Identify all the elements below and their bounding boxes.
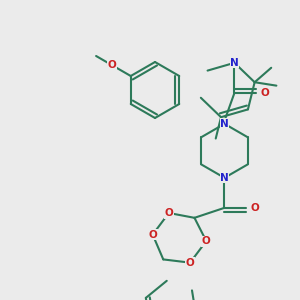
Text: O: O bbox=[186, 258, 194, 268]
Text: O: O bbox=[107, 60, 116, 70]
Text: N: N bbox=[220, 173, 229, 183]
Text: O: O bbox=[202, 236, 211, 246]
Text: O: O bbox=[250, 203, 259, 213]
Text: O: O bbox=[260, 88, 269, 98]
Text: O: O bbox=[164, 208, 173, 218]
Text: O: O bbox=[148, 230, 157, 240]
Text: N: N bbox=[220, 119, 229, 129]
Text: N: N bbox=[230, 58, 239, 68]
